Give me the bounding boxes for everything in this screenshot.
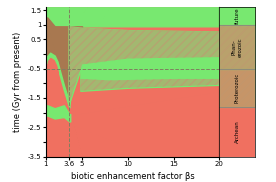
Y-axis label: time (Gyr from present): time (Gyr from present)	[13, 32, 22, 132]
Text: Archean: Archean	[235, 120, 240, 143]
Text: Proterozoic: Proterozoic	[235, 73, 240, 103]
Text: future: future	[235, 8, 240, 24]
X-axis label: biotic enhancement factor βs: biotic enhancement factor βs	[71, 172, 194, 181]
Text: Phan-
erozoic: Phan- erozoic	[232, 37, 243, 57]
